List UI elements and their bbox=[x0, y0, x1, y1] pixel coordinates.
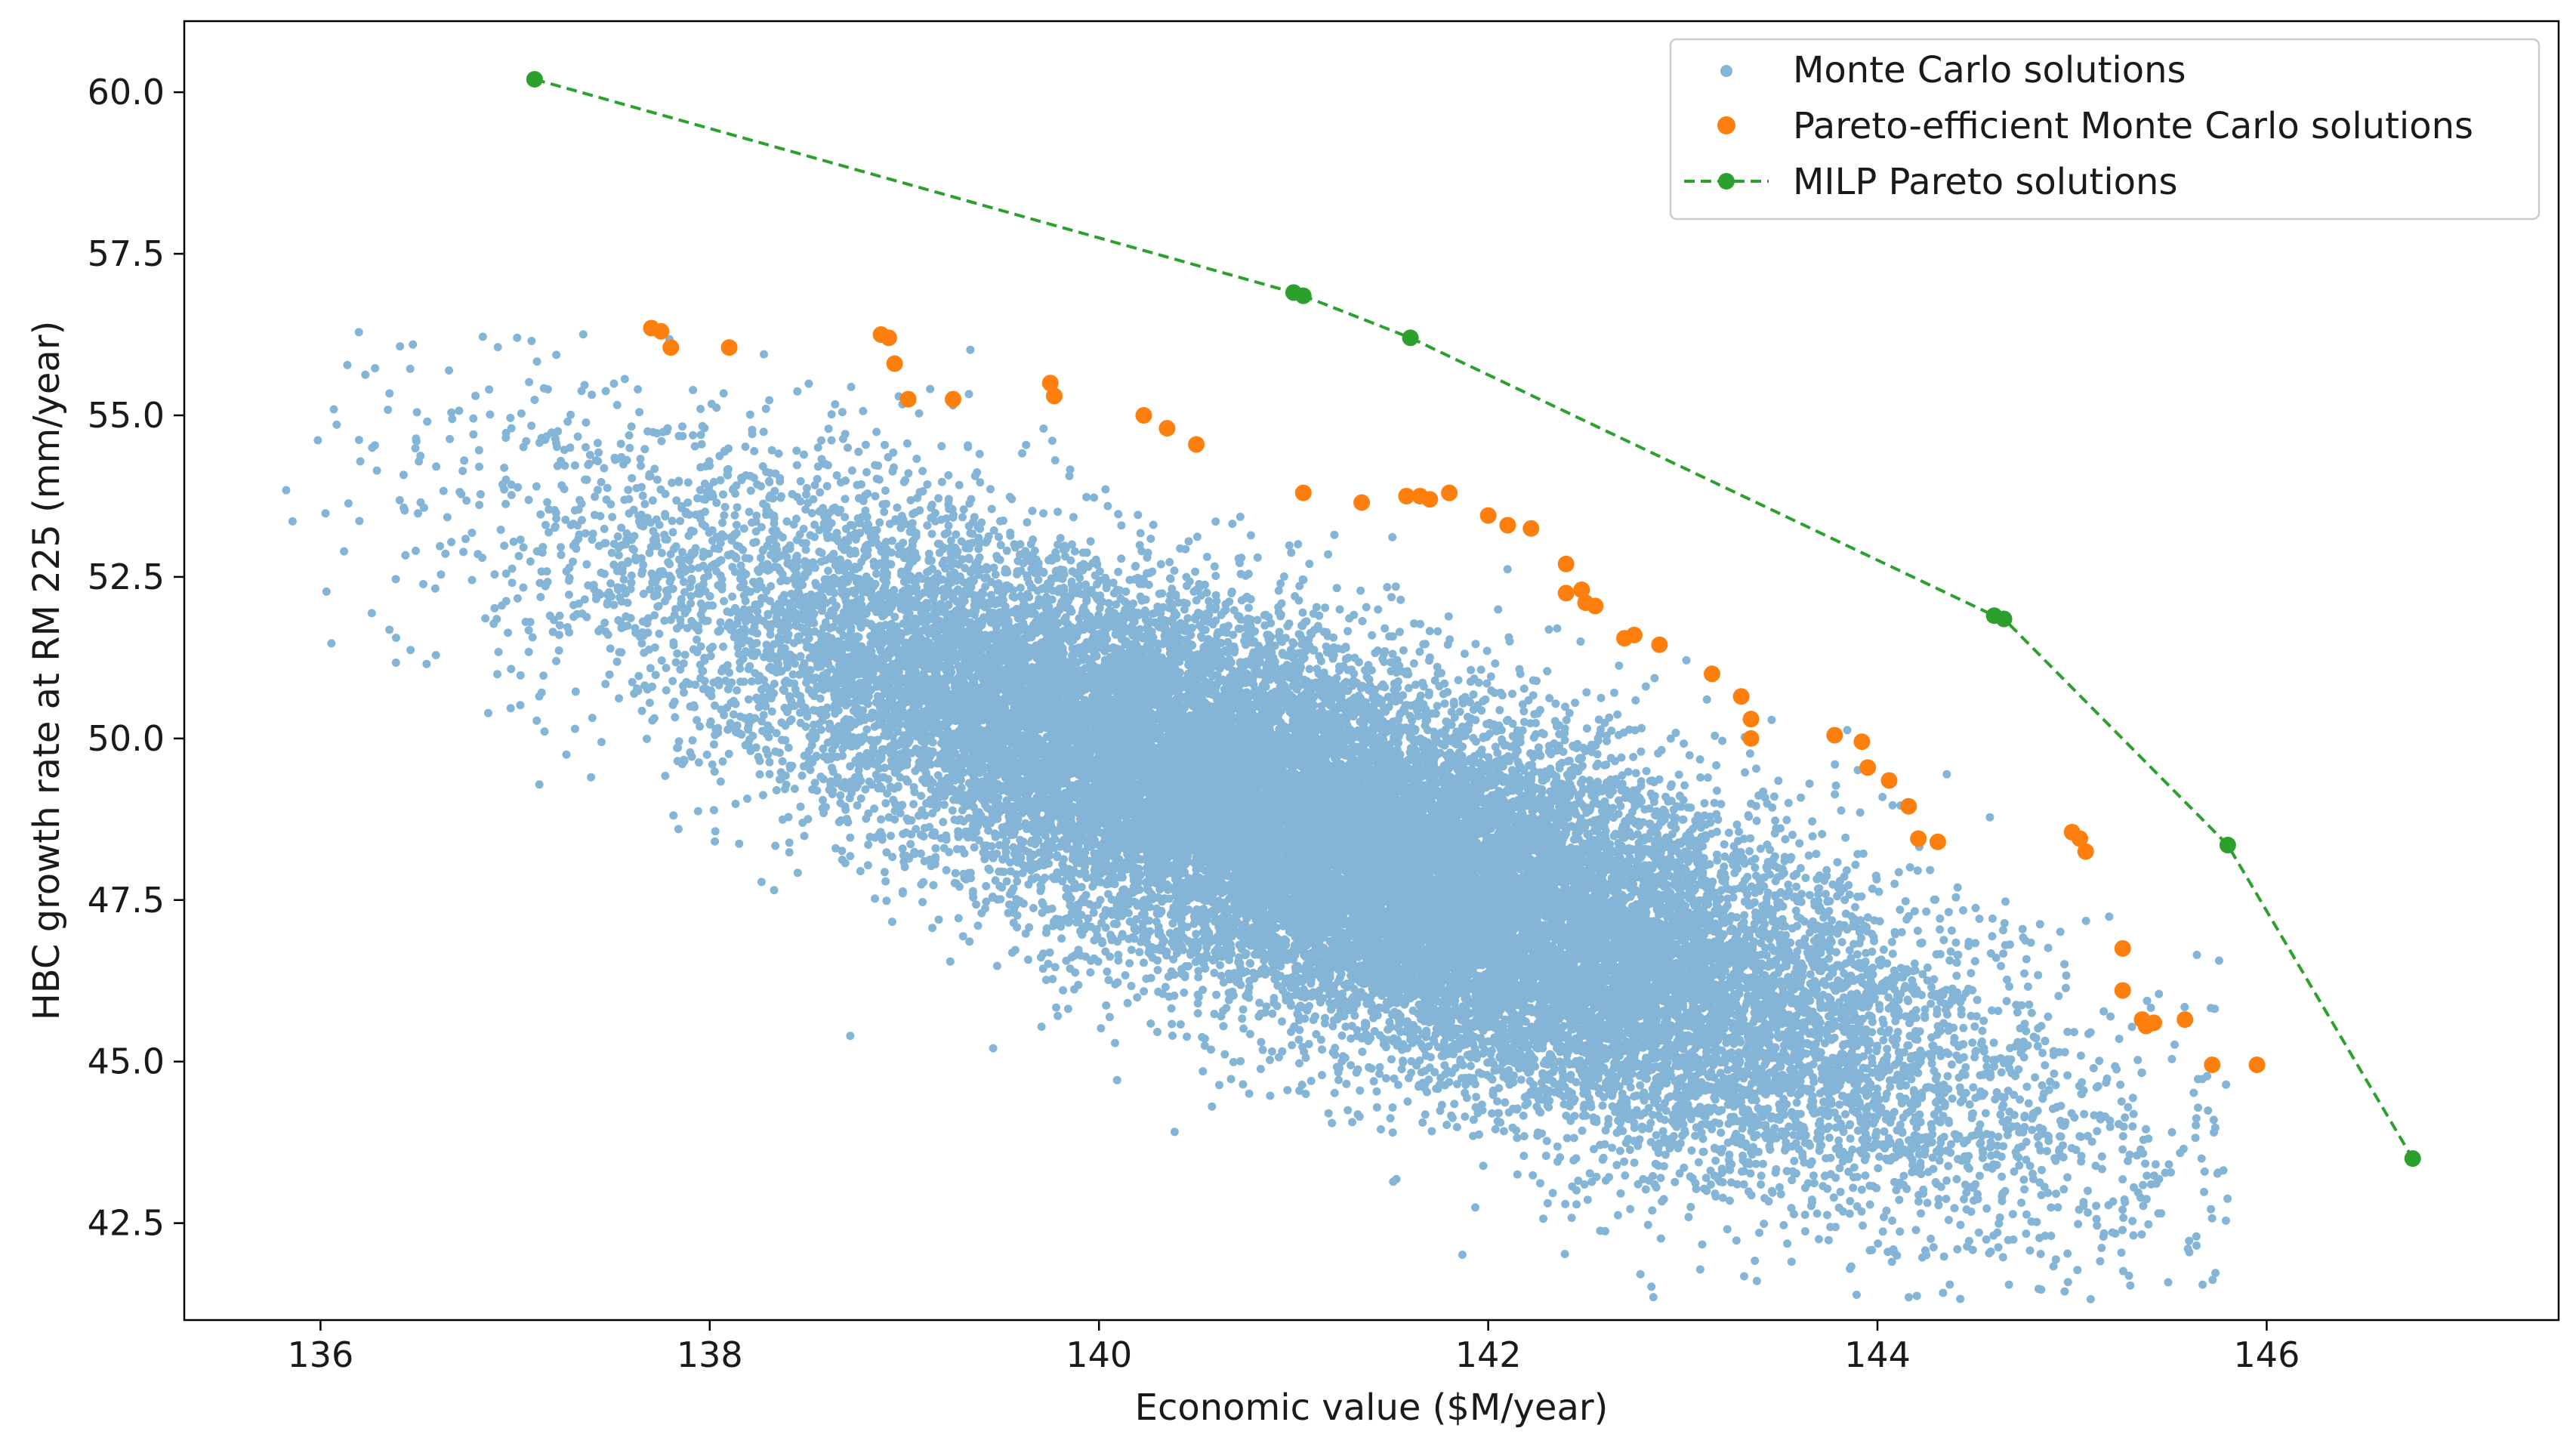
y-tick-label: 42.5 bbox=[88, 1203, 165, 1244]
legend-milp-label: MILP Pareto solutions bbox=[1793, 161, 2177, 203]
pareto-point bbox=[1910, 830, 1927, 847]
legend-box bbox=[1669, 38, 2541, 221]
pareto-point bbox=[886, 355, 903, 372]
pareto-point bbox=[662, 339, 680, 356]
pareto-point bbox=[2176, 1011, 2194, 1029]
y-tick-label: 55.0 bbox=[88, 395, 165, 436]
pareto-point bbox=[899, 390, 917, 408]
y-tick-label: 47.5 bbox=[88, 880, 165, 921]
pareto-point bbox=[1900, 797, 1917, 815]
pareto-point bbox=[1421, 491, 1439, 508]
x-tick-label: 144 bbox=[1844, 1334, 1911, 1375]
monte-carlo-cloud bbox=[282, 328, 2232, 1303]
legend-pareto-label: Pareto-efficient Monte Carlo solutions bbox=[1793, 105, 2473, 147]
pareto-point bbox=[1929, 833, 1946, 850]
milp-pareto-point bbox=[2404, 1150, 2421, 1168]
pareto-point bbox=[1135, 406, 1152, 424]
pareto-point bbox=[1294, 484, 1312, 501]
pareto-point bbox=[1041, 375, 1059, 392]
pareto-point bbox=[720, 339, 738, 356]
pareto-point bbox=[1703, 665, 1720, 683]
pareto-point bbox=[2145, 1014, 2162, 1032]
y-axis-ticks: 42.5 45.0 47.5 50.0 52.5 55.0 57.5 60.0 bbox=[88, 72, 184, 1244]
y-tick-label: 57.5 bbox=[88, 233, 165, 274]
pareto-point bbox=[1742, 730, 1760, 747]
pareto-point bbox=[880, 329, 897, 347]
y-axis-label: HBC growth rate at RM 225 (mm/year) bbox=[26, 321, 68, 1021]
pareto-point bbox=[1732, 688, 1750, 705]
legend-milp-marker bbox=[1718, 173, 1735, 190]
legend-monte-carlo-label: Monte Carlo solutions bbox=[1793, 49, 2186, 91]
legend: Monte Carlo solutions Pareto-efficient M… bbox=[1669, 38, 2541, 221]
pareto-point bbox=[1522, 520, 1540, 537]
pareto-point bbox=[1398, 487, 1415, 504]
milp-pareto-point bbox=[1402, 329, 1419, 347]
y-tick-label: 52.5 bbox=[88, 557, 165, 597]
pareto-point bbox=[1587, 597, 1604, 615]
pareto-efficient-points bbox=[643, 319, 2266, 1073]
pareto-point bbox=[1353, 494, 1371, 511]
pareto-point bbox=[2077, 843, 2094, 860]
pareto-point bbox=[1045, 387, 1063, 405]
y-tick-label: 60.0 bbox=[88, 72, 165, 113]
x-tick-label: 146 bbox=[2234, 1334, 2300, 1375]
pareto-point bbox=[1651, 636, 1668, 653]
pareto-point bbox=[1499, 517, 1516, 534]
milp-pareto-series bbox=[526, 71, 2421, 1168]
x-axis-ticks: 136 138 140 142 144 146 bbox=[287, 1320, 2300, 1375]
pareto-point bbox=[1188, 436, 1205, 453]
pareto-point bbox=[1826, 726, 1843, 744]
pareto-point bbox=[1573, 581, 1590, 599]
pareto-point bbox=[652, 322, 670, 340]
milp-pareto-point bbox=[2219, 837, 2236, 854]
x-tick-label: 140 bbox=[1066, 1334, 1132, 1375]
pareto-point bbox=[2114, 982, 2131, 999]
pareto-point bbox=[1880, 772, 1898, 789]
pareto-point bbox=[2248, 1056, 2266, 1073]
pareto-point bbox=[1742, 711, 1760, 728]
pareto-point bbox=[1853, 733, 1871, 751]
milp-pareto-point bbox=[1294, 287, 1312, 304]
x-tick-label: 142 bbox=[1455, 1334, 1522, 1375]
x-tick-label: 138 bbox=[677, 1334, 743, 1375]
pareto-point bbox=[2114, 939, 2131, 957]
plot-area-frame bbox=[183, 20, 2560, 1322]
pareto-point bbox=[1441, 484, 1458, 501]
pareto-point bbox=[1557, 555, 1575, 572]
legend-pareto-marker bbox=[1717, 116, 1735, 134]
x-axis-label: Economic value ($M/year) bbox=[1135, 1387, 1609, 1429]
monte-carlo-points bbox=[282, 328, 2232, 1303]
pareto-point bbox=[1158, 420, 1176, 437]
x-tick-label: 136 bbox=[287, 1334, 353, 1375]
pareto-point bbox=[1557, 585, 1575, 602]
pareto-point bbox=[944, 390, 961, 408]
legend-monte-carlo-marker bbox=[1720, 65, 1732, 77]
milp-pareto-point bbox=[1995, 610, 2013, 628]
y-tick-label: 45.0 bbox=[88, 1041, 165, 1082]
pareto-point bbox=[2204, 1056, 2221, 1073]
milp-pareto-point bbox=[526, 71, 543, 88]
pareto-point bbox=[2072, 830, 2089, 847]
pareto-point bbox=[1625, 626, 1643, 643]
y-tick-label: 50.0 bbox=[88, 718, 165, 759]
pareto-point bbox=[1479, 507, 1497, 524]
pareto-point bbox=[1859, 759, 1877, 776]
